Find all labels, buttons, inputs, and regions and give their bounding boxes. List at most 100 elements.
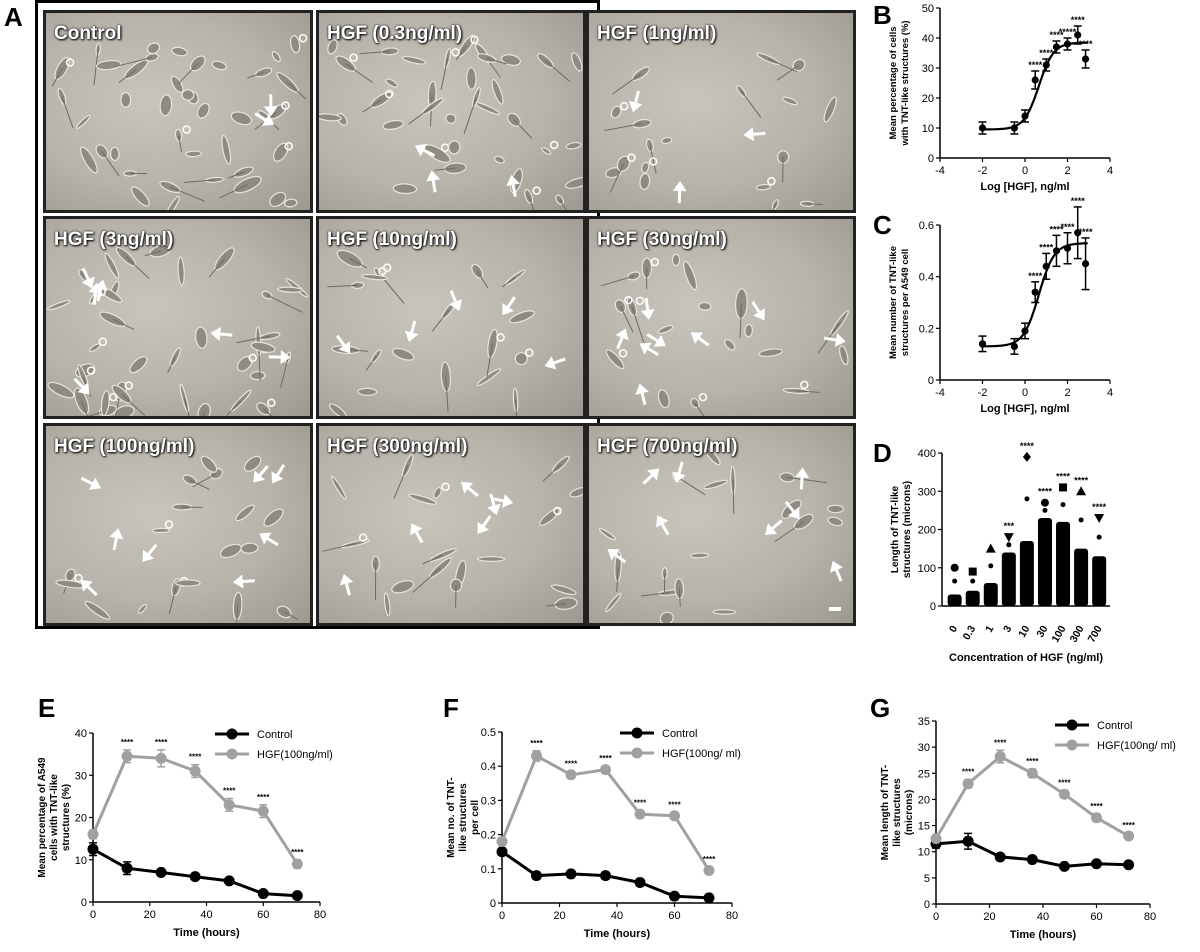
y-tick-label: 15 [918,821,930,833]
arrow-head [743,127,754,142]
cell [197,402,211,416]
data-point [950,563,959,572]
cell-process [114,56,153,68]
x-tick-label: -4 [935,387,945,399]
arrow-head [830,560,843,573]
arrow-head [339,573,354,586]
cell-process [463,96,477,135]
arrow-icon [823,333,846,347]
x-tick-label: 0.3 [961,623,979,642]
significance-stars: **** [1090,802,1103,811]
arrow-icon [210,327,233,341]
y-tick-label: 100 [918,563,936,575]
cell [744,323,754,338]
data-point [1078,517,1084,523]
cell-process [61,96,74,129]
arrow-head [77,382,90,395]
cell-process [513,119,533,139]
x-tick-label: 0 [947,623,960,634]
data-cluster [1001,552,1016,606]
micrograph-label: HGF (0.3ng/ml) [327,23,463,44]
legend-label: Control [662,728,697,740]
y-tick-label: 5 [924,873,930,885]
micrograph-label: HGF (3ng/ml) [54,229,174,250]
significance-stars: *** [1004,521,1015,531]
x-tick-label: 40 [200,909,212,921]
micrograph-label: HGF (700ng/ml) [597,436,738,457]
significance-stars: **** [1028,271,1043,281]
arrow-head [261,113,274,126]
cell [392,183,418,195]
cell [47,299,71,311]
data-point [1021,327,1029,335]
cell-process [528,196,535,210]
y-tick-label: 30 [922,63,934,75]
cell [219,543,242,559]
rounded-cell [440,143,450,152]
significance-stars: **** [1028,60,1043,70]
x-tick-label: 60 [257,909,269,921]
micrograph-3: HGF (1ng/ml) [586,10,856,213]
data-cluster [965,590,980,606]
data-point [968,567,977,576]
cell-process [732,480,735,515]
cell [383,592,391,617]
cell [250,341,276,353]
data-point [1123,830,1135,842]
data-point [962,778,974,790]
significance-stars: **** [1049,30,1064,40]
cell [195,326,208,349]
arrow-head [89,477,102,490]
cell [683,260,698,291]
cell-process [476,270,489,289]
cell [839,345,849,366]
rounded-cell [164,520,174,529]
cell [448,140,461,155]
cell [477,556,506,562]
cell-process [649,145,657,174]
cell-process [640,592,671,597]
cell-process [228,171,244,179]
rounded-cell [496,333,505,342]
cell [657,389,670,409]
y-tick-label: 10 [922,123,934,135]
cell [401,55,427,65]
data-point [1074,229,1082,237]
y-tick-label: 0.1 [481,864,496,876]
cell [254,67,273,78]
data-point [189,871,201,883]
arrow-head [142,549,155,562]
cell [185,150,202,158]
arrow-head [635,383,649,395]
cell [261,290,273,300]
x-tick-label: 80 [314,909,326,921]
y-axis-label: Mean percentage of cells [888,27,899,140]
cell [641,161,650,174]
data-point [952,578,958,584]
cell [501,54,522,66]
arrow-head [449,299,463,312]
cell [57,87,67,106]
arrow-head [502,303,514,316]
data-cluster [1056,521,1071,606]
micrograph-6: HGF (30ng/ml) [586,216,856,419]
arrow-head [80,579,93,592]
rounded-cell [618,348,628,358]
arrow-icon [672,181,687,204]
significance-stars: **** [1039,242,1054,252]
micrograph-cells [600,253,849,416]
arrow-icon [830,560,843,582]
x-axis-label: Concentration of HGF (ng/ml) [949,652,1103,664]
arrow-icon [426,170,441,193]
cell-process [359,50,390,55]
arrow-icon [544,356,566,370]
cell [671,253,681,267]
arrow-icon [491,494,514,508]
cell-process [189,479,210,490]
cell-process [226,400,242,416]
cell-process [183,398,190,416]
cell-process [183,179,215,184]
cell [541,147,552,155]
significance-stars: **** [1058,779,1071,788]
x-tick-label: 30 [1034,623,1050,639]
